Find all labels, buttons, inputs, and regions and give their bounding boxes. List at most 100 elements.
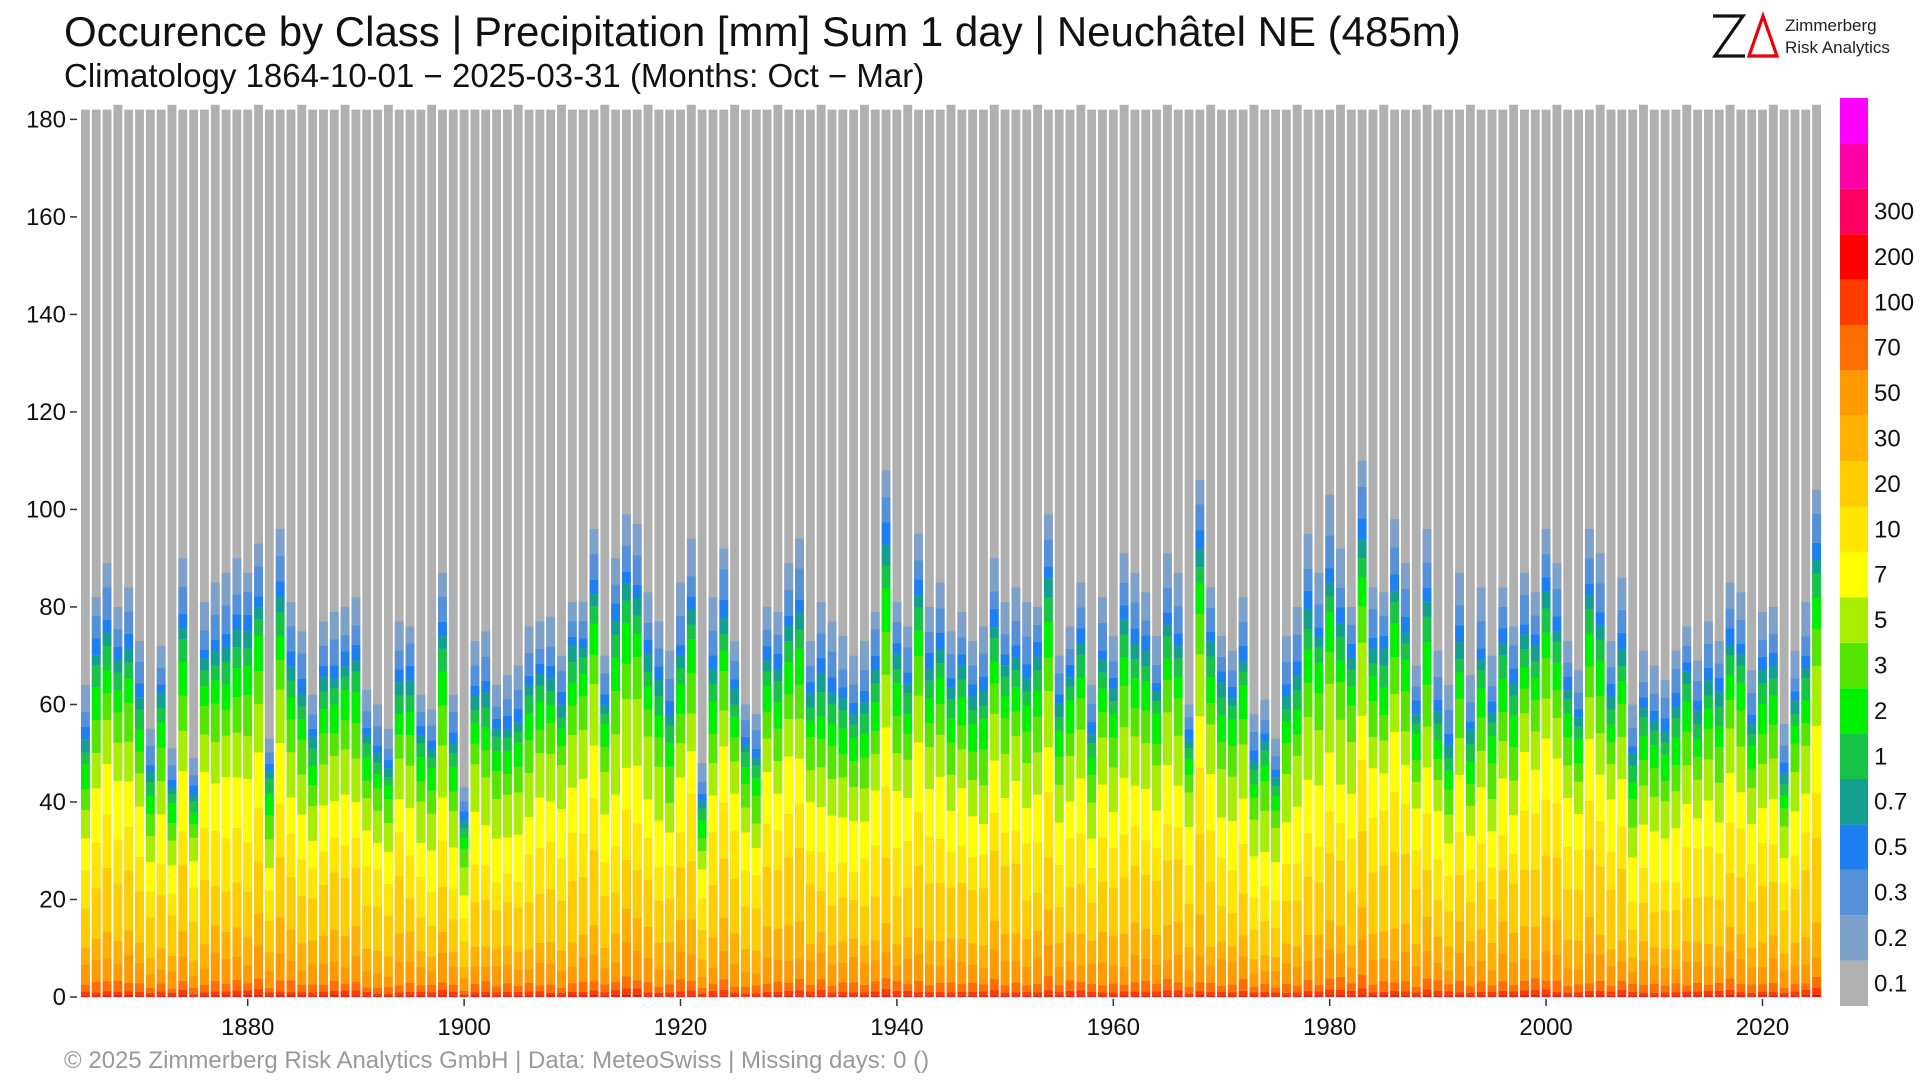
bar-segment [1422, 726, 1432, 768]
bar-segment [1541, 632, 1551, 659]
bar-segment [1400, 109, 1410, 998]
bar-segment [232, 558, 242, 595]
bar-segment [1487, 899, 1497, 944]
bar-1930 [784, 109, 794, 998]
bar-segment [199, 771, 209, 829]
bar-segment [1617, 778, 1627, 827]
bar-segment [784, 756, 794, 815]
bar-segment [308, 785, 318, 807]
bar-segment [1281, 822, 1291, 865]
bar-segment [80, 684, 90, 712]
bar-segment [1487, 943, 1497, 971]
bar-segment [459, 811, 469, 821]
bar-segment [1520, 667, 1529, 689]
bar-segment [1584, 801, 1594, 850]
bar-segment [1595, 695, 1605, 734]
bar-segment [784, 960, 794, 983]
bar-segment [600, 655, 610, 674]
bar-segment [1281, 992, 1291, 996]
bar-segment [914, 927, 923, 955]
bar-segment [773, 104, 783, 998]
bar-segment [1108, 887, 1118, 937]
bar-segment [1022, 731, 1032, 764]
bar-segment [535, 894, 545, 944]
bar-segment [308, 995, 318, 997]
bar-segment [968, 724, 978, 752]
bar-segment [221, 995, 231, 997]
bar-segment [1747, 787, 1757, 824]
bar-segment [838, 698, 848, 711]
bar-segment [1227, 670, 1237, 687]
bar-segment [1649, 730, 1659, 746]
bar-segment [1292, 709, 1302, 735]
bar-segment [1649, 767, 1659, 797]
bar-segment [805, 851, 815, 885]
bar-segment [243, 665, 253, 696]
bar-segment [1184, 717, 1194, 730]
bar-2007 [1617, 109, 1627, 998]
bar-segment [1433, 676, 1443, 700]
bar-segment [935, 965, 945, 983]
bar-segment [405, 643, 415, 667]
bar-segment [730, 660, 740, 680]
bar-segment [957, 845, 967, 884]
bar-segment [578, 833, 588, 877]
bar-segment [481, 727, 491, 751]
bar-segment [1509, 104, 1519, 998]
bar-segment [1606, 966, 1616, 986]
bar-1958 [1087, 109, 1097, 998]
bar-segment [1217, 995, 1226, 997]
bar-segment [124, 703, 134, 742]
bar-segment [1271, 987, 1281, 993]
bar-segment [849, 820, 859, 873]
bar-segment [773, 653, 783, 670]
bar-segment [1011, 863, 1021, 934]
bar-segment [546, 646, 556, 666]
bar-2019 [1747, 109, 1757, 998]
bar-segment [784, 662, 794, 695]
bar-segment [1530, 731, 1540, 770]
bar-segment [708, 655, 718, 670]
bar-segment [892, 753, 902, 792]
bar-segment [459, 978, 469, 991]
bar-segment [1455, 832, 1464, 876]
bar-segment [1346, 983, 1356, 991]
bar-segment [1628, 827, 1638, 858]
bar-segment [405, 626, 415, 644]
bar-segment [1206, 607, 1216, 633]
bar-segment [1152, 691, 1162, 702]
bar-segment [351, 990, 361, 996]
bar-segment [124, 955, 134, 984]
bar-segment [751, 908, 761, 951]
bar-segment [762, 629, 772, 647]
bar-segment [557, 704, 566, 718]
bar-segment [124, 995, 134, 997]
bar-segment [849, 786, 859, 821]
bar-segment [1011, 933, 1021, 961]
bar-segment [827, 871, 837, 906]
bar-segment [264, 793, 274, 816]
bar-segment [340, 606, 350, 636]
bar-segment [1801, 832, 1811, 871]
bar-segment [113, 780, 123, 840]
bar-segment [1379, 773, 1389, 811]
bar-segment [1606, 949, 1616, 967]
bar-segment [1065, 700, 1075, 734]
bar-segment [1087, 802, 1097, 839]
bar-segment [91, 597, 101, 616]
bar-segment [1758, 109, 1767, 998]
bar-segment [1357, 939, 1367, 975]
bar-segment [221, 684, 231, 710]
bar-segment [470, 946, 480, 967]
bar-segment [1714, 782, 1724, 823]
bar-segment [189, 837, 199, 862]
bar-segment [1563, 676, 1573, 691]
bar-segment [394, 875, 404, 934]
bar-segment [1076, 643, 1086, 655]
bar-segment [1714, 899, 1724, 947]
bar-segment [676, 867, 685, 920]
bar-segment [1390, 590, 1400, 602]
bar-segment [1639, 682, 1648, 698]
bar-2015 [1703, 109, 1713, 998]
